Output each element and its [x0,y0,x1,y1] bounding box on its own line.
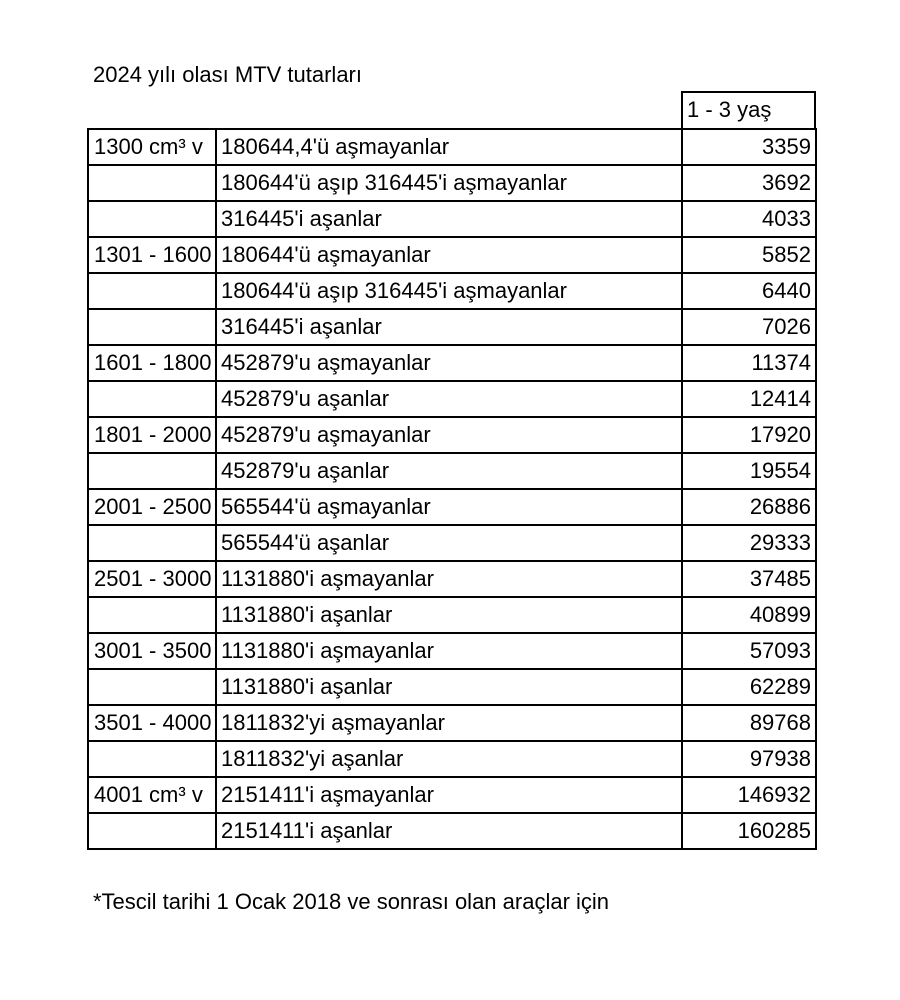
engine-volume-cell [87,670,215,704]
value-range-cell: 452879'u aşanlar [215,454,681,488]
engine-volume-cell [87,382,215,416]
table-row: 3001 - 3500 1131880'i aşmayanlar 57093 [87,634,817,670]
value-range-cell: 565544'ü aşanlar [215,526,681,560]
value-range-cell: 1131880'i aşmayanlar [215,634,681,668]
table-row: 2501 - 3000 1131880'i aşmayanlar 37485 [87,562,817,598]
value-range-cell: 2151411'i aşmayanlar [215,778,681,812]
tax-amount-cell: 57093 [681,634,817,668]
tax-amount-cell: 97938 [681,742,817,776]
engine-volume-cell [87,598,215,632]
table-row: 2001 - 2500 565544'ü aşmayanlar 26886 [87,490,817,526]
tax-amount-cell: 6440 [681,274,817,308]
table-row: 4001 cm³ v 2151411'i aşmayanlar 146932 [87,778,817,814]
table-row: 1811832'yi aşanlar 97938 [87,742,817,778]
tax-amount-cell: 3359 [681,130,817,164]
tax-amount-cell: 17920 [681,418,817,452]
tax-amount-cell: 160285 [681,814,817,848]
table-row: 452879'u aşanlar 19554 [87,454,817,490]
table-row: 1300 cm³ v 180644,4'ü aşmayanlar 3359 [87,130,817,166]
engine-volume-cell: 1301 - 1600 [87,238,215,272]
table-row: 2151411'i aşanlar 160285 [87,814,817,850]
engine-volume-cell: 3501 - 4000 [87,706,215,740]
tax-amount-cell: 62289 [681,670,817,704]
engine-volume-cell [87,166,215,200]
table-row: 1301 - 1600 180644'ü aşmayanlar 5852 [87,238,817,274]
tax-amount-cell: 37485 [681,562,817,596]
engine-volume-cell [87,454,215,488]
tax-amount-cell: 19554 [681,454,817,488]
value-range-cell: 565544'ü aşmayanlar [215,490,681,524]
engine-volume-cell: 1601 - 1800 [87,346,215,380]
tax-amount-cell: 4033 [681,202,817,236]
table-row: 452879'u aşanlar 12414 [87,382,817,418]
value-range-cell: 452879'u aşmayanlar [215,346,681,380]
mtv-table: 1300 cm³ v 180644,4'ü aşmayanlar 3359 18064… [87,128,817,850]
table-row: 180644'ü aşıp 316445'i aşmayanlar 3692 [87,166,817,202]
value-range-cell: 452879'u aşanlar [215,382,681,416]
table-row: 1801 - 2000 452879'u aşmayanlar 17920 [87,418,817,454]
tax-amount-cell: 12414 [681,382,817,416]
column-header-1-3-yas: 1 - 3 yaş [681,91,816,128]
engine-volume-cell: 2001 - 2500 [87,490,215,524]
value-range-cell: 1131880'i aşanlar [215,670,681,704]
tax-amount-cell: 146932 [681,778,817,812]
table-row: 3501 - 4000 1811832'yi aşmayanlar 89768 [87,706,817,742]
engine-volume-cell [87,202,215,236]
engine-volume-cell: 3001 - 3500 [87,634,215,668]
table-row: 316445'i aşanlar 7026 [87,310,817,346]
engine-volume-cell: 1801 - 2000 [87,418,215,452]
table-row: 316445'i aşanlar 4033 [87,202,817,238]
tax-amount-cell: 5852 [681,238,817,272]
value-range-cell: 2151411'i aşanlar [215,814,681,848]
value-range-cell: 452879'u aşmayanlar [215,418,681,452]
engine-volume-cell: 4001 cm³ v [87,778,215,812]
value-range-cell: 1811832'yi aşmayanlar [215,706,681,740]
value-range-cell: 1811832'yi aşanlar [215,742,681,776]
tax-amount-cell: 7026 [681,310,817,344]
footnote: *Tescil tarihi 1 Ocak 2018 ve sonrası ol… [93,889,610,914]
table-row: 1131880'i aşanlar 62289 [87,670,817,706]
engine-volume-cell [87,742,215,776]
value-range-cell: 1131880'i aşanlar [215,598,681,632]
tax-amount-cell: 11374 [681,346,817,380]
value-range-cell: 180644'ü aşıp 316445'i aşmayanlar [215,166,681,200]
value-range-cell: 180644'ü aşıp 316445'i aşmayanlar [215,274,681,308]
engine-volume-cell [87,274,215,308]
page-title: 2024 yılı olası MTV tutarları [93,62,362,87]
value-range-cell: 180644,4'ü aşmayanlar [215,130,681,164]
table-row: 565544'ü aşanlar 29333 [87,526,817,562]
engine-volume-cell [87,814,215,848]
tax-amount-cell: 3692 [681,166,817,200]
table-row: 180644'ü aşıp 316445'i aşmayanlar 6440 [87,274,817,310]
engine-volume-cell [87,310,215,344]
tax-amount-cell: 89768 [681,706,817,740]
engine-volume-cell: 1300 cm³ v [87,130,215,164]
tax-amount-cell: 29333 [681,526,817,560]
value-range-cell: 316445'i aşanlar [215,202,681,236]
table-row: 1601 - 1800 452879'u aşmayanlar 11374 [87,346,817,382]
tax-amount-cell: 40899 [681,598,817,632]
engine-volume-cell [87,526,215,560]
engine-volume-cell: 2501 - 3000 [87,562,215,596]
tax-amount-cell: 26886 [681,490,817,524]
value-range-cell: 180644'ü aşmayanlar [215,238,681,272]
value-range-cell: 1131880'i aşmayanlar [215,562,681,596]
table-row: 1131880'i aşanlar 40899 [87,598,817,634]
value-range-cell: 316445'i aşanlar [215,310,681,344]
